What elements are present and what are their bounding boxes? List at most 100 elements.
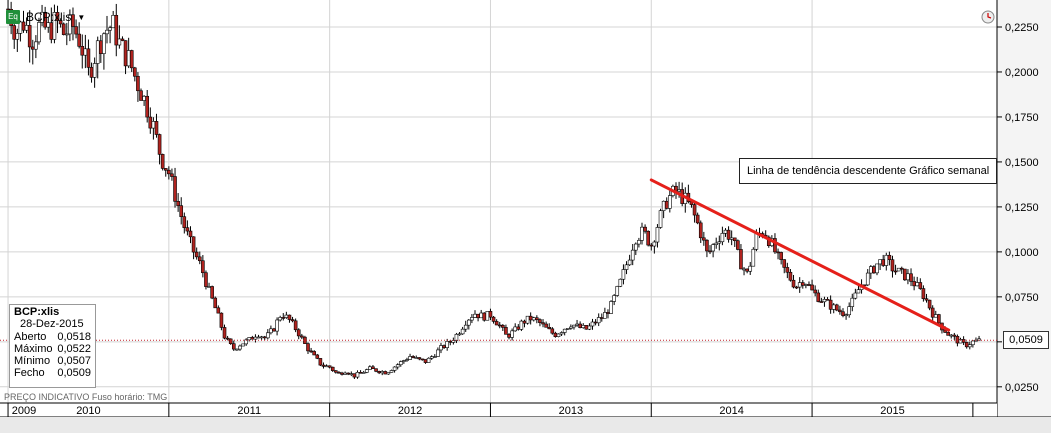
candle-body [343, 372, 347, 375]
ticker-selector[interactable]: Eq BCP:xlis ▼ [6, 8, 85, 26]
candle-body [528, 315, 533, 321]
x-axis-panel [0, 403, 997, 417]
candle-body [306, 343, 310, 352]
info-low-label: Mínimo [14, 355, 51, 367]
price-type-label: PREÇO INDICATIVO [4, 392, 90, 402]
candle-body [327, 365, 332, 368]
info-close-value: 0,0509 [57, 367, 91, 379]
candle-body [856, 289, 861, 294]
candle-body [24, 25, 29, 31]
info-close-label: Fecho [14, 367, 45, 379]
info-row-high: Máximo 0,0522 [14, 343, 91, 355]
candle-body [720, 233, 725, 243]
candle-body [482, 312, 487, 321]
candle-body [330, 366, 335, 371]
info-open-label: Aberto [14, 331, 47, 343]
candle-body [915, 282, 920, 287]
candle-body [386, 372, 391, 375]
candle-body [581, 325, 586, 329]
candle-body [479, 312, 483, 319]
candle-body [964, 342, 969, 348]
candle-body [389, 370, 394, 373]
candle-body [955, 335, 960, 344]
candle-body [92, 63, 97, 78]
candle-body [380, 371, 385, 374]
candle-body [432, 356, 437, 358]
candle-body [835, 304, 839, 311]
trendline-annotation[interactable]: Linha de tendência descendente Gráfico s… [739, 158, 998, 184]
candle-body [231, 343, 236, 350]
candle-body [256, 336, 261, 339]
candle-body [114, 14, 119, 46]
candle-body [77, 33, 81, 47]
candle-body [794, 286, 799, 289]
candle-body [850, 297, 855, 307]
candle-body [145, 95, 149, 118]
candle-body [643, 226, 647, 232]
candle-body [661, 200, 666, 211]
candle-body [708, 250, 712, 253]
x-tick-label: 2014 [719, 405, 743, 417]
candle-body [559, 332, 564, 335]
candle-body [912, 281, 916, 287]
candle-body [695, 214, 700, 224]
candle-body [937, 314, 941, 324]
candle-body [510, 330, 514, 338]
info-high-label: Máximo [14, 343, 53, 355]
candle-body [714, 242, 719, 245]
x-tick-label: 2010 [76, 405, 100, 417]
info-row-close: Fecho 0,0509 [14, 367, 91, 379]
candle-body [136, 75, 140, 92]
candle-body [841, 311, 845, 316]
candle-body [15, 32, 20, 40]
candle-body [272, 328, 276, 332]
candle-body [439, 345, 443, 351]
info-row-open: Aberto 0,0518 [14, 331, 91, 343]
candle-body [241, 343, 245, 347]
last-price-tag: 0,0509 [1003, 331, 1049, 350]
candle-body [578, 323, 582, 329]
candle-body [831, 304, 836, 310]
candle-body [361, 372, 366, 374]
candle-body [173, 176, 177, 202]
candle-body [142, 95, 146, 101]
clock-icon[interactable] [981, 10, 995, 24]
candle-body [745, 268, 749, 272]
candle-body [838, 309, 842, 313]
candle-body [538, 319, 542, 323]
dropdown-arrow-icon: ▼ [77, 12, 86, 22]
candle-body [878, 259, 882, 265]
candle-body [182, 216, 187, 228]
candle-body [865, 272, 870, 286]
candle-body [853, 292, 858, 299]
candle-body [668, 195, 672, 209]
candle-body [429, 356, 434, 359]
candle-body [80, 46, 85, 56]
candle-body [535, 317, 539, 320]
candle-body [621, 269, 626, 280]
candle-body [235, 348, 239, 351]
ticker-label: BCP:xlis [26, 10, 72, 24]
candle-body [278, 317, 282, 321]
candle-body [120, 38, 125, 41]
candle-body [222, 327, 227, 339]
candle-body [658, 210, 663, 228]
candle-body [228, 338, 233, 344]
candle-body [887, 254, 892, 260]
candle-body [881, 259, 885, 266]
info-ticker: BCP:xlis [14, 306, 60, 318]
candle-body [961, 339, 966, 343]
candle-body [262, 336, 267, 339]
candle-body [736, 240, 740, 250]
candle-body [259, 336, 264, 339]
candle-body [531, 317, 536, 321]
candle-body [732, 237, 737, 242]
candle-body [27, 25, 32, 48]
candle-body [151, 121, 156, 129]
candle-body [371, 366, 375, 369]
info-low-value: 0,0507 [57, 355, 91, 367]
candle-body [844, 314, 848, 317]
candle-body [773, 238, 777, 253]
candle-body [565, 328, 570, 330]
candle-body [485, 311, 490, 321]
